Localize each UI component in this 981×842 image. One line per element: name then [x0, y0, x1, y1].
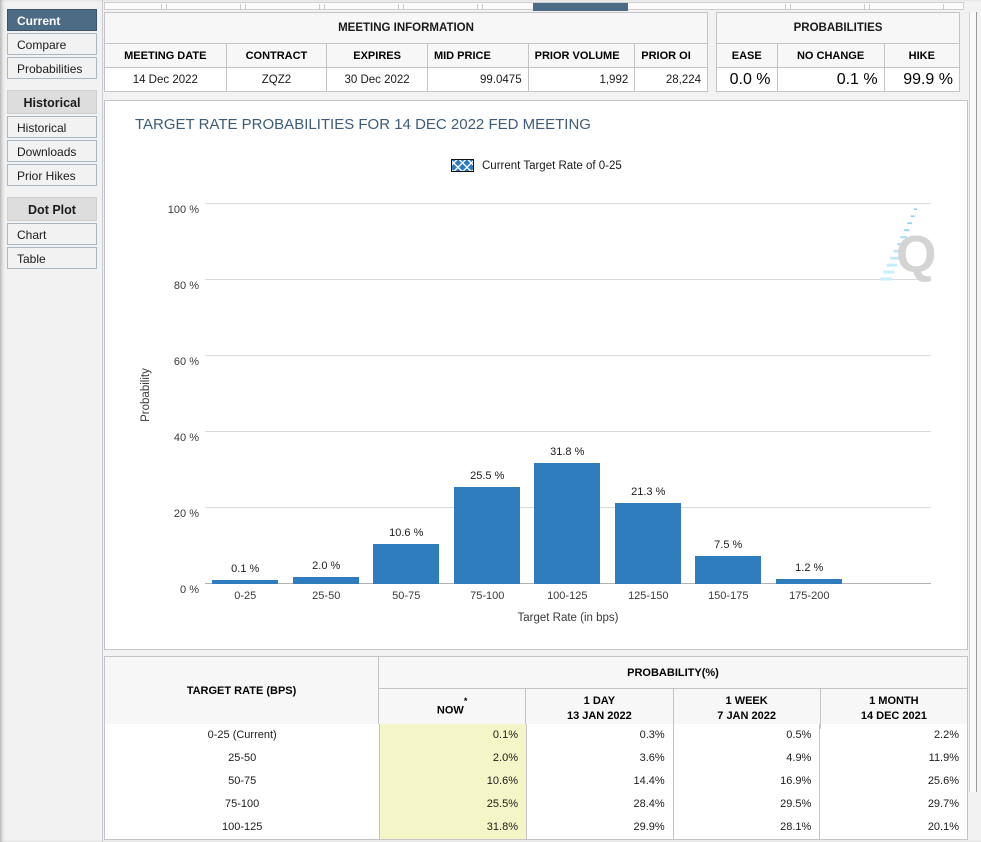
svg-text:Q: Q	[896, 226, 936, 284]
